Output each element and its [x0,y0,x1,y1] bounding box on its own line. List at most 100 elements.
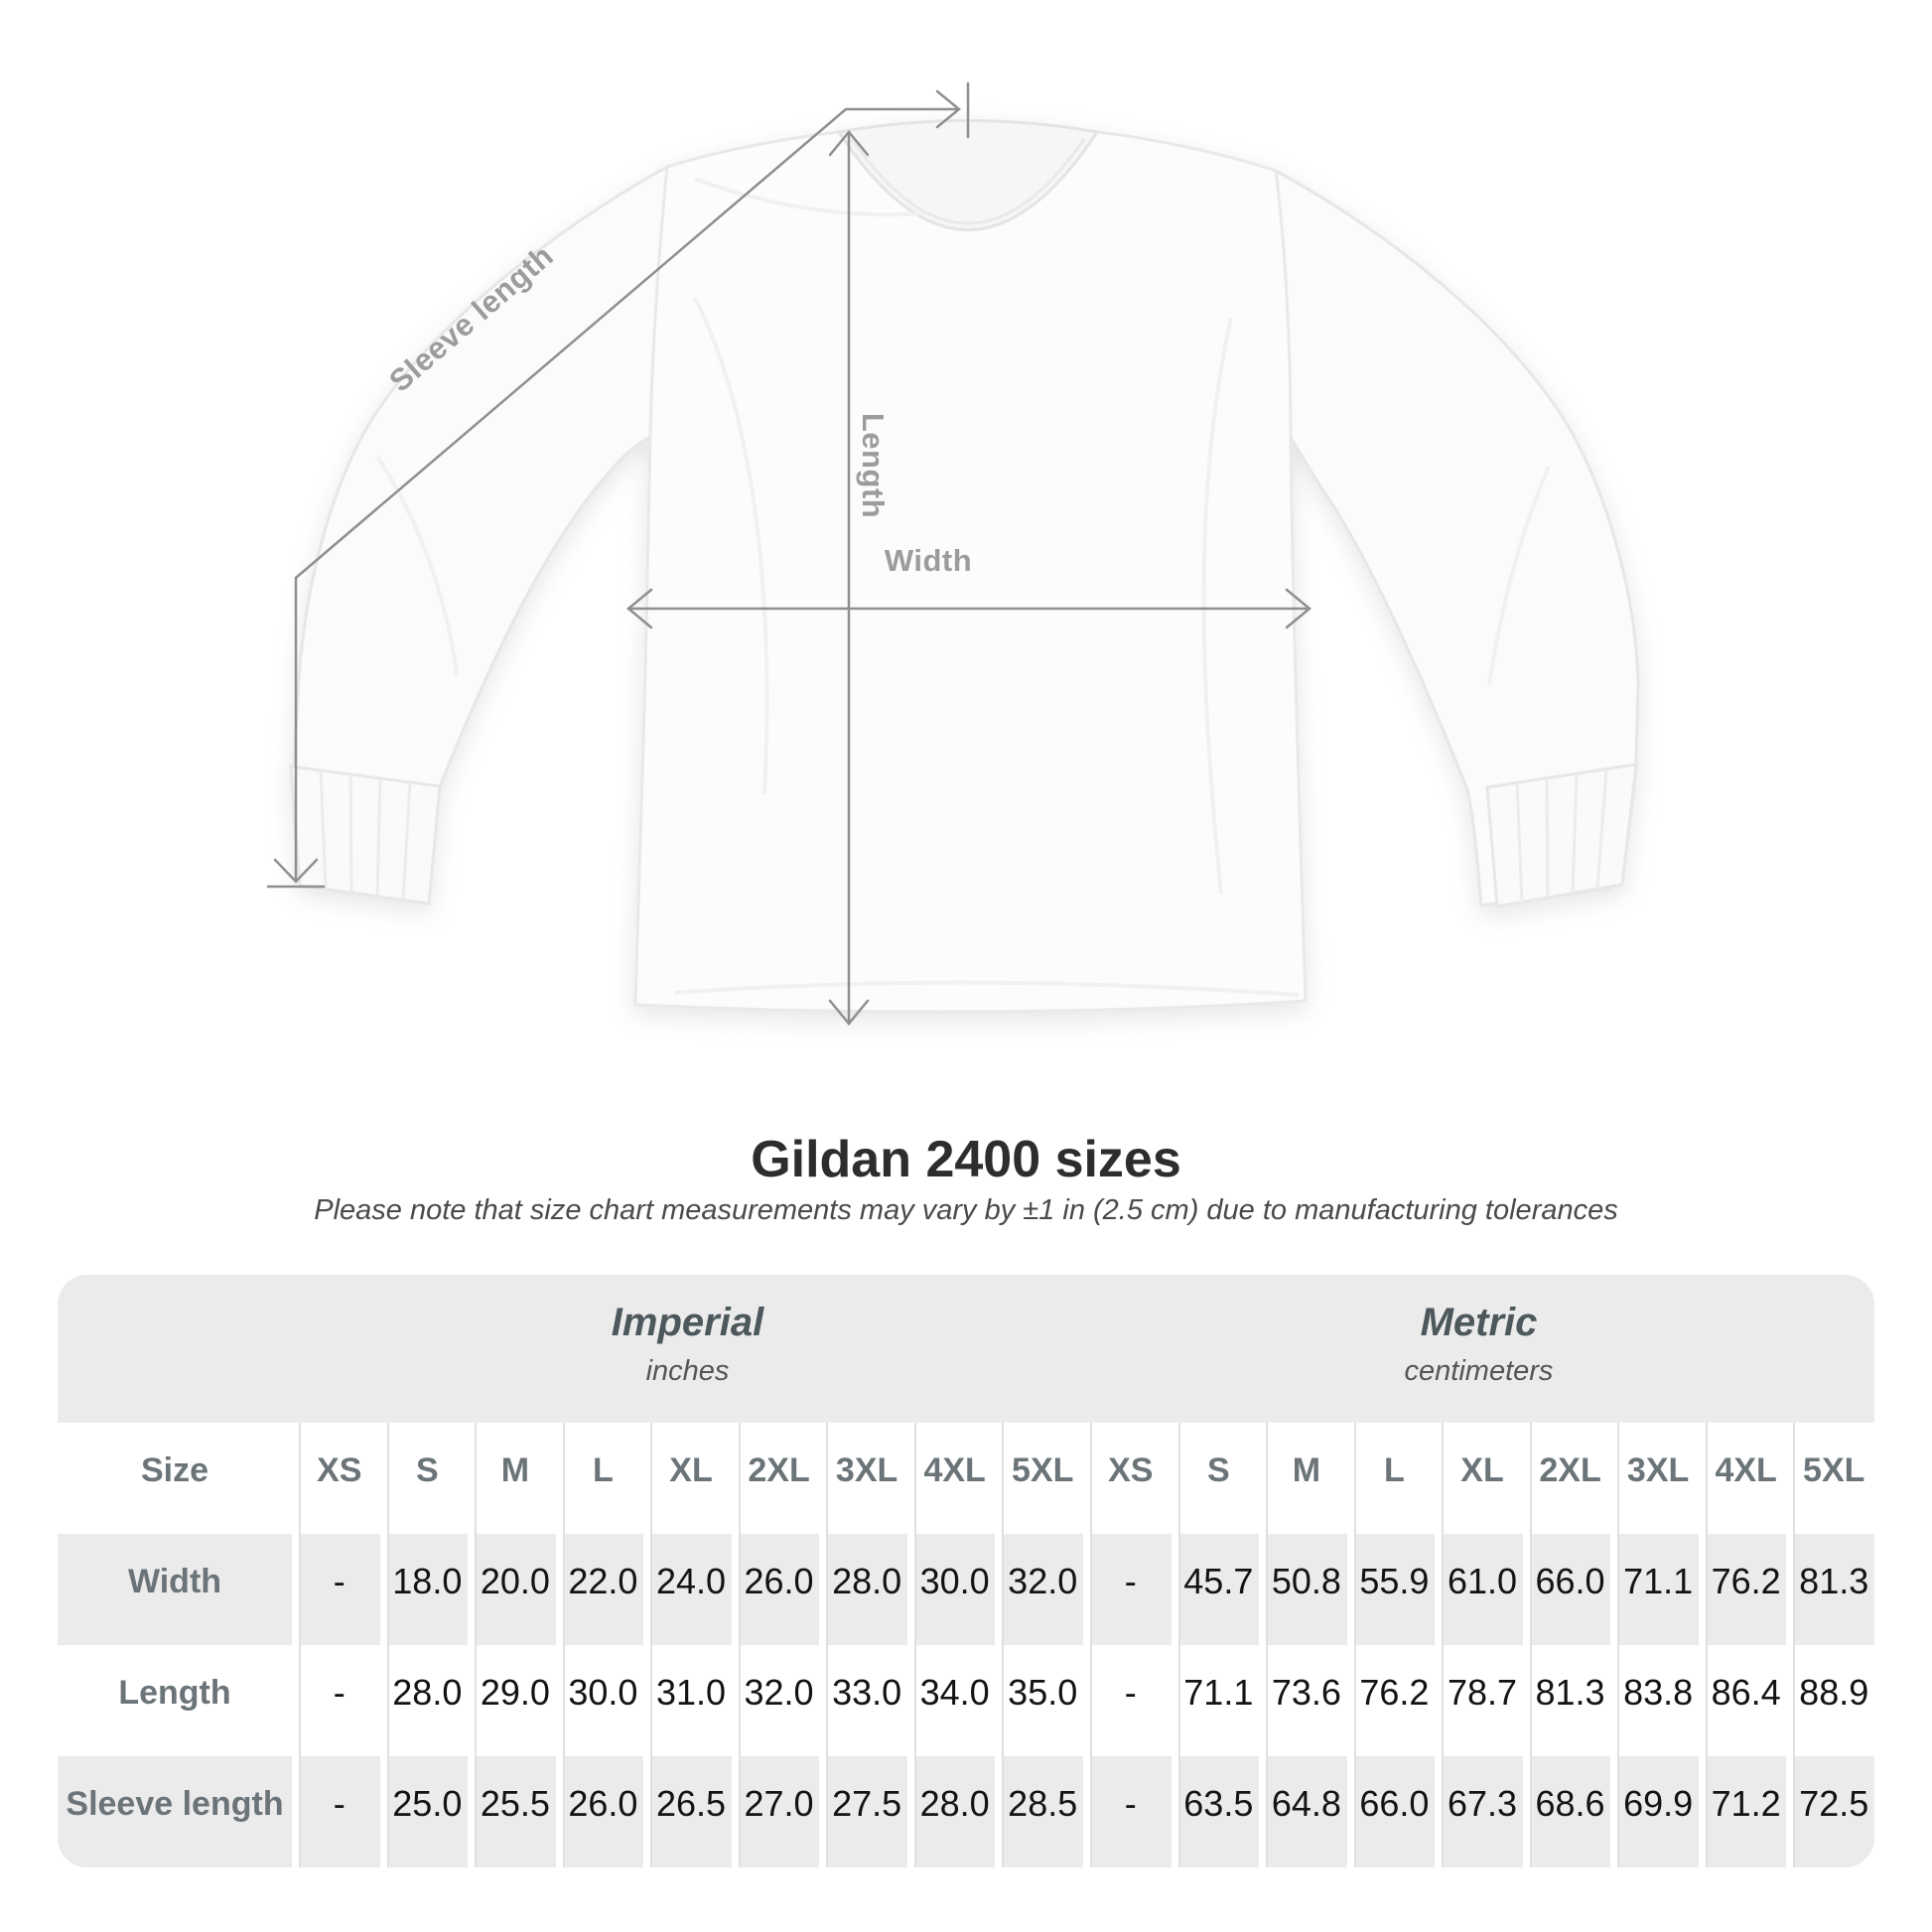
table-cell: 32.0 [995,1534,1083,1645]
unit-group-metric: Metric centimeters [1083,1275,1874,1423]
table-cell: 61.0 [1435,1534,1523,1645]
column-header: M [468,1423,556,1534]
page-title: Gildan 2400 sizes [751,1131,1181,1188]
table-cell: 45.7 [1171,1534,1260,1645]
fabric-folds [375,177,1551,997]
table-cell: 81.3 [1786,1534,1874,1645]
table-cell: 20.0 [468,1534,556,1645]
table-cell: 66.0 [1522,1534,1611,1645]
table-cell: 30.0 [555,1645,644,1756]
imperial-sublabel: inches [645,1355,730,1387]
table-cell: 29.0 [468,1645,556,1756]
unit-group-imperial: Imperial inches [292,1275,1083,1423]
table-cell: 27.0 [731,1756,820,1867]
table-cell: 78.7 [1435,1645,1523,1756]
measurement-lines [266,81,1311,1026]
column-header: S [1171,1423,1260,1534]
column-header: L [1346,1423,1436,1534]
shirt-measurement-diagram: Sleeve length Length Width [266,81,1640,1026]
size-table-grid: Size XS S M L XL 2XL 3XL 4XL 5XL XS S M … [58,1423,1874,1867]
table-cell: 50.8 [1259,1534,1347,1645]
column-header: 4XL [906,1423,996,1534]
table-cell: 64.8 [1259,1756,1347,1867]
shirt-illustration [266,81,1640,1026]
table-cell: 30.0 [906,1534,996,1645]
table-cell: 72.5 [1786,1756,1874,1867]
table-cell: 76.2 [1698,1534,1787,1645]
table-cell: 31.0 [643,1645,732,1756]
table-cell: 67.3 [1435,1756,1523,1867]
table-cell: - [292,1534,380,1645]
table-cell: - [292,1756,380,1867]
table-cell: 26.5 [643,1756,732,1867]
table-cell: 27.5 [819,1756,907,1867]
table-cell: 88.9 [1786,1645,1874,1756]
metric-label: Metric [1420,1301,1538,1344]
table-cell: - [1083,1756,1172,1867]
row-label: Width [58,1534,292,1645]
length-arrow [828,130,870,1026]
sleeve-length-arrow [266,81,970,889]
table-cell: 81.3 [1522,1645,1611,1756]
column-header: XS [1083,1423,1172,1534]
page-subtitle: Please note that size chart measurements… [314,1194,1618,1226]
table-cell: 76.2 [1346,1645,1436,1756]
table-cell: 24.0 [643,1534,732,1645]
right-cuff-ribbing [1515,768,1608,903]
left-cuff-ribbing [319,769,412,900]
table-cell: - [1083,1534,1172,1645]
row-label: Length [118,1673,231,1712]
table-cell: 34.0 [906,1645,996,1756]
table-cell: 71.1 [1610,1534,1699,1645]
table-cell: 71.1 [1171,1645,1260,1756]
table-cell: 73.6 [1259,1645,1347,1756]
table-cell: 33.0 [819,1645,907,1756]
width-label: Width [884,543,973,578]
width-arrow [626,588,1311,629]
column-header: L [555,1423,644,1534]
table-cell: 25.0 [379,1756,469,1867]
metric-sublabel: centimeters [1404,1355,1554,1387]
column-header: 3XL [1610,1423,1699,1534]
imperial-label: Imperial [611,1301,764,1344]
collar-seam [850,138,1086,225]
table-cell: - [292,1645,380,1756]
column-header: XL [1435,1423,1523,1534]
table-cell: 55.9 [1346,1534,1436,1645]
table-cell: 26.0 [731,1534,820,1645]
table-cell: 22.0 [555,1534,644,1645]
table-cell: 86.4 [1698,1645,1787,1756]
column-header: 3XL [819,1423,907,1534]
left-cuff [289,764,442,905]
table-cell: 63.5 [1171,1756,1260,1867]
table-cell: - [1083,1645,1172,1756]
column-header: 2XL [731,1423,820,1534]
unit-band: Imperial inches Metric centimeters [58,1275,1874,1423]
table-cell: 28.5 [995,1756,1083,1867]
table-cell: 68.6 [1522,1756,1611,1867]
long-sleeve-shirt [289,119,1640,1014]
column-header: XL [643,1423,732,1534]
size-table: Imperial inches Metric centimeters Size … [58,1275,1874,1867]
row-label: Sleeve length [58,1756,292,1867]
collar [836,119,1100,231]
table-cell: 28.0 [819,1534,907,1645]
size-column-header: Size [140,1450,209,1489]
column-header: 2XL [1522,1423,1611,1534]
table-cell: 25.5 [468,1756,556,1867]
table-cell: 66.0 [1346,1756,1436,1867]
table-cell: 28.0 [906,1756,996,1867]
column-header: 5XL [995,1423,1083,1534]
table-cell: 18.0 [379,1534,469,1645]
table-cell: 35.0 [995,1645,1083,1756]
table-cell: 26.0 [555,1756,644,1867]
column-header: S [379,1423,469,1534]
length-label: Length [856,412,891,519]
column-header: M [1259,1423,1347,1534]
column-header: 4XL [1698,1423,1787,1534]
column-header: 5XL [1786,1423,1874,1534]
table-cell: 69.9 [1610,1756,1699,1867]
table-cell: 32.0 [731,1645,820,1756]
column-header: XS [292,1423,380,1534]
table-cell: 71.2 [1698,1756,1787,1867]
